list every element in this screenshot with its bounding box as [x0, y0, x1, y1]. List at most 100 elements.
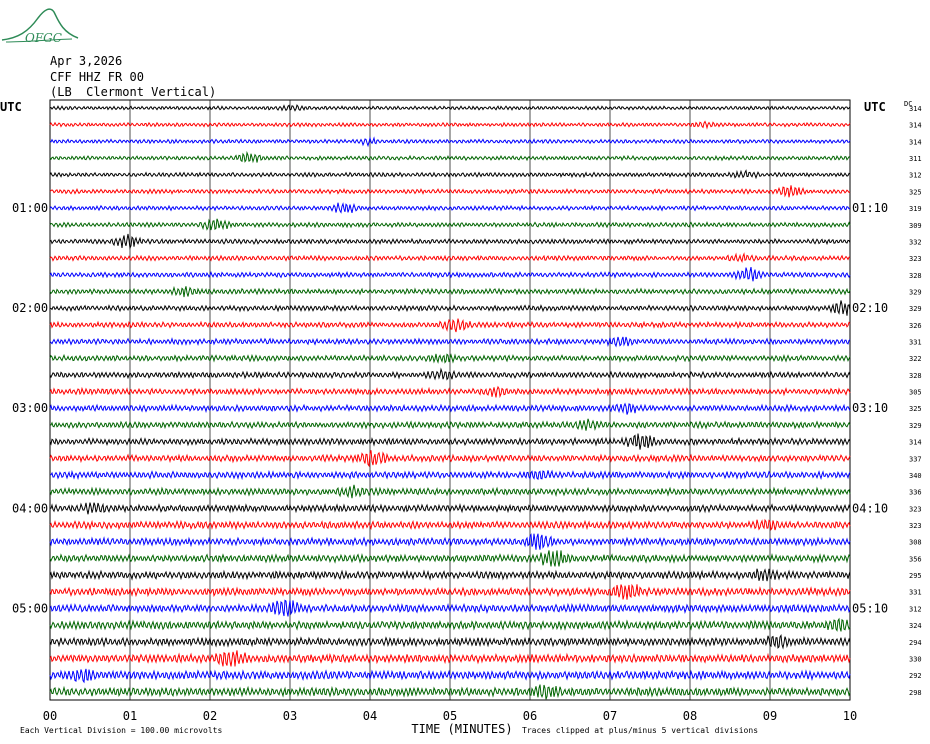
seismic-trace — [49, 252, 851, 264]
seismic-trace — [49, 484, 851, 499]
dc-offset-value: 322 — [909, 355, 922, 363]
seismic-trace — [49, 136, 851, 148]
seismic-trace — [49, 550, 851, 567]
seismic-trace — [50, 502, 851, 515]
right-time-label: 03:10 — [852, 401, 888, 415]
right-time-label: 04:10 — [852, 501, 888, 515]
dc-offset-value: 309 — [909, 222, 922, 230]
station-code: CFF HHZ FR 00 — [50, 70, 144, 84]
seismic-trace — [49, 402, 851, 415]
seismic-trace — [49, 668, 851, 684]
x-tick-label: 09 — [763, 709, 777, 723]
dc-offset-value: 336 — [909, 489, 922, 497]
dc-offset-value: 340 — [909, 472, 922, 480]
seismic-trace — [49, 169, 851, 180]
right-time-label: 01:10 — [852, 201, 888, 215]
dc-offset-value: 323 — [909, 522, 922, 530]
dc-offset-value: 356 — [909, 555, 922, 563]
seismic-trace — [49, 104, 851, 112]
dc-offset-value: 314 — [909, 138, 922, 146]
right-time-label: 02:10 — [852, 301, 888, 315]
right-axis-label: UTC — [864, 100, 886, 114]
x-tick-label: 06 — [523, 709, 537, 723]
seismic-trace — [49, 684, 851, 700]
left-axis-label: UTC — [0, 100, 22, 114]
seismic-trace — [49, 418, 851, 432]
seismic-trace — [49, 185, 851, 198]
seismic-trace — [49, 533, 851, 550]
dc-offset-value: 325 — [909, 188, 922, 196]
x-axis-label: TIME (MINUTES) — [411, 722, 512, 736]
seismic-trace — [49, 568, 851, 582]
record-date: Apr 3,2026 — [50, 54, 123, 68]
seismic-trace — [49, 450, 851, 468]
dc-offset-value: 332 — [909, 238, 922, 246]
trace-layer — [49, 104, 851, 700]
seismic-trace — [49, 599, 851, 617]
dc-offset-value: 298 — [909, 689, 922, 697]
dc-offset-value: 314 — [909, 122, 922, 130]
x-tick-label: 03 — [283, 709, 297, 723]
seismic-trace — [49, 300, 851, 316]
dc-offset-value: 329 — [909, 288, 922, 296]
seismic-trace — [49, 353, 851, 364]
seismic-trace — [49, 634, 851, 650]
seismic-trace — [49, 266, 851, 282]
dc-offset-value: 314 — [909, 439, 922, 447]
x-tick-label: 02 — [203, 709, 217, 723]
ofgc-logo: OFGC — [1, 8, 79, 45]
right-time-label: 05:10 — [852, 601, 888, 615]
dc-offset-value: 328 — [909, 272, 922, 280]
dc-offset-value: 314 — [909, 105, 922, 113]
dc-offset-value: 337 — [909, 455, 922, 463]
dc-offset-value: 305 — [909, 389, 922, 397]
x-tick-label: 04 — [363, 709, 377, 723]
dc-offset-value: 324 — [909, 622, 922, 630]
seismic-trace — [49, 233, 851, 250]
dc-offset-value: 331 — [909, 339, 922, 347]
seismic-trace — [49, 120, 851, 130]
dc-offset-value: 311 — [909, 155, 922, 163]
seismic-trace — [49, 336, 851, 348]
x-tick-label: 01 — [123, 709, 137, 723]
seismic-trace — [49, 583, 851, 600]
x-tick-label: 05 — [443, 709, 457, 723]
dc-offset-value: 328 — [909, 372, 922, 380]
dc-offset-value: 312 — [909, 605, 922, 613]
seismic-trace — [49, 202, 850, 214]
dc-offset-value: 326 — [909, 322, 922, 330]
x-tick-label: 00 — [43, 709, 57, 723]
seismic-trace — [49, 318, 851, 333]
logo-text: OFGC — [25, 31, 62, 45]
dc-offset-value: 325 — [909, 405, 922, 413]
seismic-trace — [49, 367, 851, 381]
dc-offset-value: 295 — [909, 572, 922, 580]
dc-offset-value: 323 — [909, 255, 922, 263]
dc-column-label: DC — [904, 100, 912, 108]
footer-scale-note: Each Vertical Division = 100.00 microvol… — [20, 726, 222, 735]
seismic-trace — [49, 385, 851, 399]
dc-offset-value: 294 — [909, 639, 922, 647]
left-time-label: 04:00 — [12, 501, 48, 515]
seismic-trace — [49, 150, 851, 164]
dc-offset-value: 330 — [909, 655, 922, 663]
dc-offset-value: 308 — [909, 539, 922, 547]
x-tick-label: 10 — [843, 709, 857, 723]
seismic-trace — [49, 650, 851, 667]
seismic-trace — [49, 518, 851, 531]
left-time-label: 02:00 — [12, 301, 48, 315]
footer-clip-note: Traces clipped at plus/minus 5 vertical … — [522, 726, 758, 735]
label-layer: UTC UTC DC 01:00 02:00 03:00 04:00 05:00 01:10 02… — [0, 100, 922, 736]
left-time-label: 05:00 — [12, 601, 48, 615]
left-time-label: 03:00 — [12, 401, 48, 415]
x-tick-label: 08 — [683, 709, 697, 723]
station-location: (LB Clermont Vertical) — [50, 85, 217, 99]
grid-layer — [49, 99, 851, 701]
seismic-trace — [49, 469, 851, 481]
seismic-trace — [49, 433, 851, 450]
dc-offset-value: 329 — [909, 305, 922, 313]
dc-offset-value: 323 — [909, 505, 922, 513]
dc-offset-value: 329 — [909, 422, 922, 430]
dc-offset-value: 312 — [909, 172, 922, 180]
